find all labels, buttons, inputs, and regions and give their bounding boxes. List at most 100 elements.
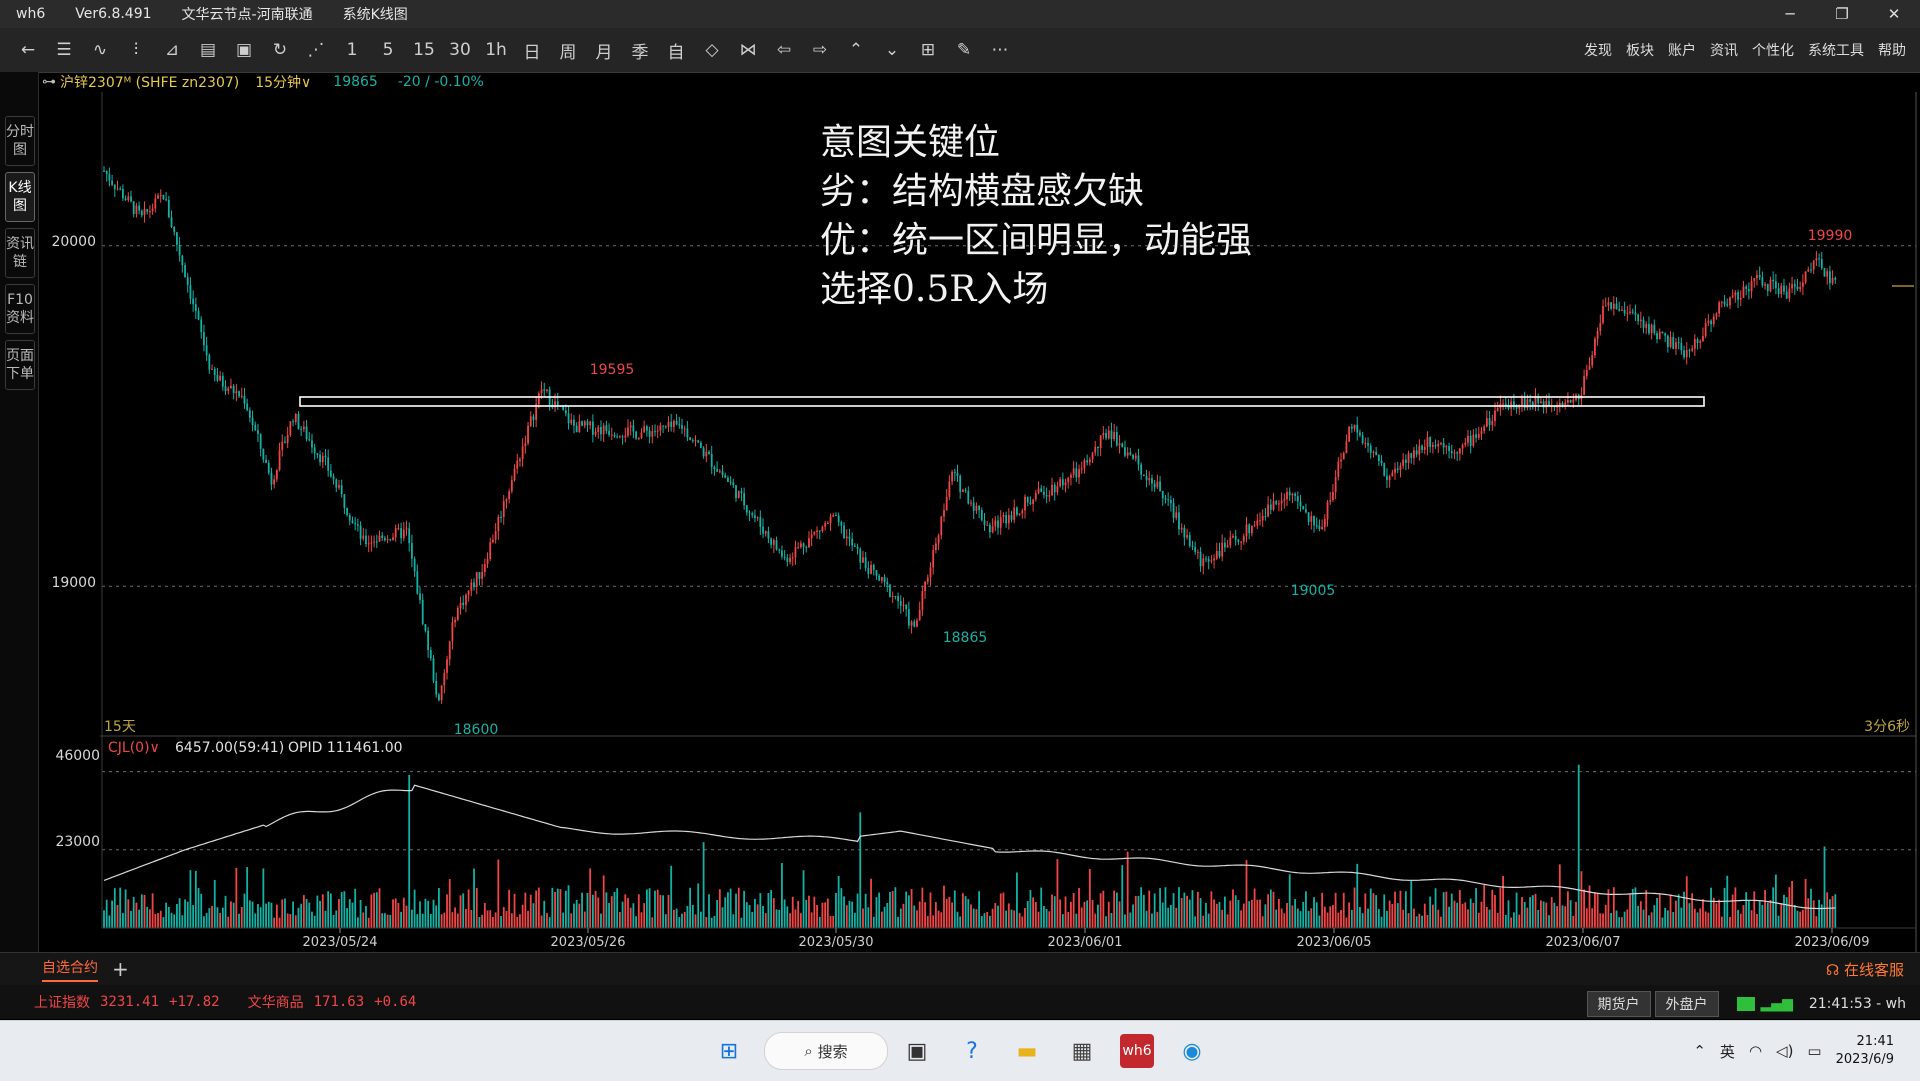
volume-bar	[1440, 916, 1442, 928]
arrow-up-icon[interactable]: ⌃	[848, 40, 864, 60]
timeshare-icon[interactable]: ∿	[92, 40, 108, 60]
more-icon[interactable]: ⋯	[991, 40, 1009, 60]
tab-order[interactable]: 页面下单	[5, 340, 35, 390]
candle-body	[1051, 484, 1053, 496]
candle-body	[1242, 536, 1245, 542]
folder-icon[interactable]: ▬	[1016, 1038, 1038, 1064]
volume-bar	[1823, 846, 1826, 928]
index1-name[interactable]: 上证指数	[34, 995, 90, 1011]
volume-bar	[1550, 897, 1553, 928]
symbol-name[interactable]: 沪锌2307ᴹ (SHFE zn2307)	[60, 75, 240, 91]
volume-bar	[640, 912, 643, 928]
period-quarter[interactable]: 季	[631, 42, 649, 63]
battery-icon[interactable]: ▭	[1807, 1042, 1822, 1060]
menu-help[interactable]: 帮助	[1878, 43, 1906, 59]
kline-icon[interactable]: ⫶	[133, 40, 139, 60]
period-day[interactable]: 日	[523, 42, 541, 63]
start-icon[interactable]: ⊞	[719, 1038, 739, 1064]
menu-discover[interactable]: 发现	[1584, 43, 1612, 59]
candle-body	[451, 622, 454, 642]
candle-body	[329, 470, 332, 477]
wifi-icon[interactable]: ◠	[1748, 1042, 1763, 1060]
compress-icon[interactable]: ⋈	[739, 40, 757, 60]
tab-news-chain[interactable]: 资讯链	[5, 228, 35, 278]
candle-body	[1415, 450, 1418, 455]
tab-watchlist[interactable]: 自选合约	[42, 957, 98, 982]
edge-icon[interactable]: ◉	[1182, 1038, 1202, 1064]
menu-system-tools[interactable]: 系统工具	[1808, 43, 1864, 59]
candle-body	[397, 528, 400, 530]
period-1m[interactable]: 1	[346, 40, 358, 60]
period-5m[interactable]: 5	[382, 40, 394, 60]
candle-body	[519, 459, 521, 461]
volume-bar	[1572, 915, 1575, 928]
add-tab-icon[interactable]: +	[112, 957, 129, 981]
layout-icon[interactable]: ⊞	[920, 40, 936, 60]
candle-body	[359, 525, 362, 539]
restore-icon[interactable]: ❐	[1835, 5, 1849, 23]
menu-sector[interactable]: 板块	[1626, 43, 1654, 59]
kline-chart[interactable]: 20000 19000 19595 18600 18865 19005 1999…	[0, 72, 1920, 952]
volume-bar	[1043, 905, 1045, 928]
panel-icon[interactable]: ▤	[199, 40, 217, 60]
futures-account-button[interactable]: 期货户	[1586, 991, 1651, 1017]
tab-kline[interactable]: K线图	[5, 172, 35, 222]
save-icon[interactable]: ▣	[235, 40, 253, 60]
tab-timeshare[interactable]: 分时图	[5, 116, 35, 166]
taskbar-search[interactable]: ⌕ 搜索	[764, 1032, 888, 1070]
help-icon[interactable]: ?	[966, 1038, 978, 1064]
menu-news[interactable]: 资讯	[1710, 43, 1738, 59]
foreign-account-button[interactable]: 外盘户	[1654, 991, 1719, 1017]
volume-icon[interactable]: ◁)	[1776, 1042, 1794, 1060]
period-30m[interactable]: 30	[449, 40, 471, 60]
candle-body	[910, 621, 913, 626]
candle-body	[745, 505, 748, 513]
arrow-down-icon[interactable]: ⌄	[884, 40, 900, 60]
period-week[interactable]: 周	[559, 42, 577, 63]
candle-body	[243, 395, 246, 404]
volume-bar	[1394, 891, 1396, 928]
refresh-icon[interactable]: ↻	[272, 40, 288, 60]
candle-body	[618, 436, 621, 438]
period-month[interactable]: 月	[595, 42, 613, 63]
candle-body	[1099, 435, 1102, 449]
volume-bar	[1310, 908, 1313, 928]
candle-body	[1137, 455, 1140, 465]
menu-personalize[interactable]: 个性化	[1752, 43, 1794, 59]
tray-chevron-icon[interactable]: ⌃	[1693, 1042, 1706, 1060]
candle-body	[465, 594, 467, 606]
arrow-left-icon[interactable]: ⇦	[776, 40, 792, 60]
period-15m[interactable]: 15	[413, 40, 435, 60]
arrow-right-icon[interactable]: ⇨	[812, 40, 828, 60]
volume-bar	[1791, 880, 1793, 928]
wh6-app-icon[interactable]: wh6	[1120, 1034, 1154, 1068]
zoom-icon[interactable]: ◇	[705, 40, 719, 60]
candle-body	[1310, 516, 1313, 522]
volume-bar	[1124, 914, 1126, 928]
period-1h[interactable]: 1h	[485, 40, 507, 60]
minimize-icon[interactable]: ─	[1785, 5, 1795, 23]
back-icon[interactable]: ←	[20, 40, 36, 60]
draw-tool-icon[interactable]: ⊿	[164, 40, 180, 60]
calculator-icon[interactable]: ▦	[1071, 1038, 1093, 1064]
index2-name[interactable]: 文华商品	[247, 995, 304, 1011]
pen-icon[interactable]: ✎	[956, 40, 972, 60]
candle-body	[154, 198, 157, 209]
candle-body	[184, 265, 186, 278]
period-selector[interactable]: 15分钟∨	[255, 75, 312, 91]
tab-f10[interactable]: F10资料	[5, 284, 35, 334]
price-change: -20 / -0.10%	[397, 74, 484, 90]
quote-list-icon[interactable]: ☰	[56, 40, 72, 60]
online-service-button[interactable]: ☊ 在线客服	[1826, 959, 1904, 980]
server-node[interactable]: 文华云节点-河南联通	[181, 7, 313, 23]
period-custom[interactable]: 自	[667, 42, 685, 63]
close-icon[interactable]: ✕	[1887, 5, 1901, 23]
indicator-icon[interactable]: ⋰	[307, 40, 325, 60]
volume-bar	[1078, 887, 1080, 928]
task-view-icon[interactable]: ▣	[906, 1038, 928, 1064]
candle-body	[724, 475, 727, 478]
menu-account[interactable]: 账户	[1668, 43, 1696, 59]
volume-bar	[1639, 901, 1642, 928]
tray-clock[interactable]: 21:41 2023/6/9	[1836, 1033, 1894, 1069]
ime-indicator[interactable]: 英	[1719, 1042, 1735, 1061]
